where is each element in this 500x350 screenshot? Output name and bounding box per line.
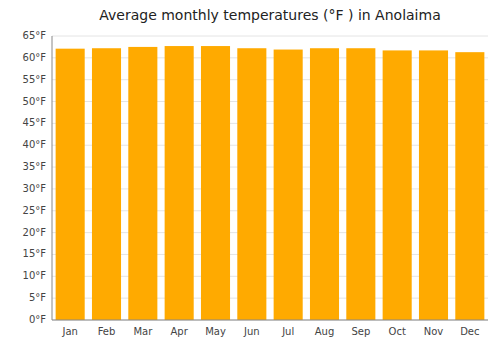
bar <box>310 48 339 320</box>
y-tick-label: 50°F <box>23 96 47 107</box>
bar <box>201 46 230 320</box>
y-tick-label: 45°F <box>23 117 47 128</box>
y-tick-label: 5°F <box>29 292 46 303</box>
x-tick-label: Apr <box>171 326 189 337</box>
y-tick-label: 25°F <box>23 205 47 216</box>
grid-line <box>52 320 488 321</box>
x-tick-labels: Jan Feb Mar Apr May Jun Jul Aug Sep Oct Nov Dec <box>61 326 479 337</box>
bar <box>383 50 412 320</box>
bar <box>419 50 448 320</box>
x-tick-label: Nov <box>424 326 444 337</box>
title: Average monthly temperatures (°F ) in An… <box>99 7 440 23</box>
x-tick-label: Aug <box>315 326 335 337</box>
y-tick-label: 35°F <box>23 161 47 172</box>
y-tick-label: 40°F <box>23 139 47 150</box>
y-tick-label: 20°F <box>23 227 47 238</box>
x-axis-line <box>52 320 488 321</box>
bar <box>92 48 121 320</box>
y-tick-label: 30°F <box>23 183 47 194</box>
chart: 0°F 5°F 10°F 15°F 20°F 25°F 30°F 35°F 40°F 45°F 50… <box>0 0 500 350</box>
bar <box>128 47 157 320</box>
x-tick-label: Mar <box>133 326 153 337</box>
grid-line <box>52 36 488 37</box>
y-tick-label: 10°F <box>23 270 47 281</box>
bar <box>346 48 375 320</box>
bar <box>237 48 266 320</box>
y-tick-label: 0°F <box>29 314 46 325</box>
y-axis-line <box>52 36 53 320</box>
x-tick-label: Oct <box>389 326 406 337</box>
y-tick-label: 60°F <box>23 52 47 63</box>
y-grid <box>52 36 488 320</box>
y-tick-label: 55°F <box>23 74 47 85</box>
y-tick-label: 65°F <box>23 30 47 41</box>
y-tick-label: 15°F <box>23 248 47 259</box>
x-tick-label: Jul <box>281 326 294 337</box>
bars <box>56 46 485 320</box>
x-tick-label: Sep <box>351 326 370 337</box>
bar <box>56 49 85 320</box>
x-tick-label: Feb <box>98 326 116 337</box>
x-tick-label: May <box>205 326 226 337</box>
chart-container: 0°F 5°F 10°F 15°F 20°F 25°F 30°F 35°F 40°F 45°F 50… <box>0 0 500 350</box>
y-tick-labels: 0°F 5°F 10°F 15°F 20°F 25°F 30°F 35°F 40°F 45°F 50… <box>23 30 47 325</box>
x-tick-label: Jan <box>61 326 77 337</box>
bar <box>455 52 484 320</box>
bar <box>274 50 303 320</box>
x-tick-label: Jun <box>243 326 260 337</box>
x-tick-label: Dec <box>460 326 479 337</box>
bar <box>165 46 194 320</box>
